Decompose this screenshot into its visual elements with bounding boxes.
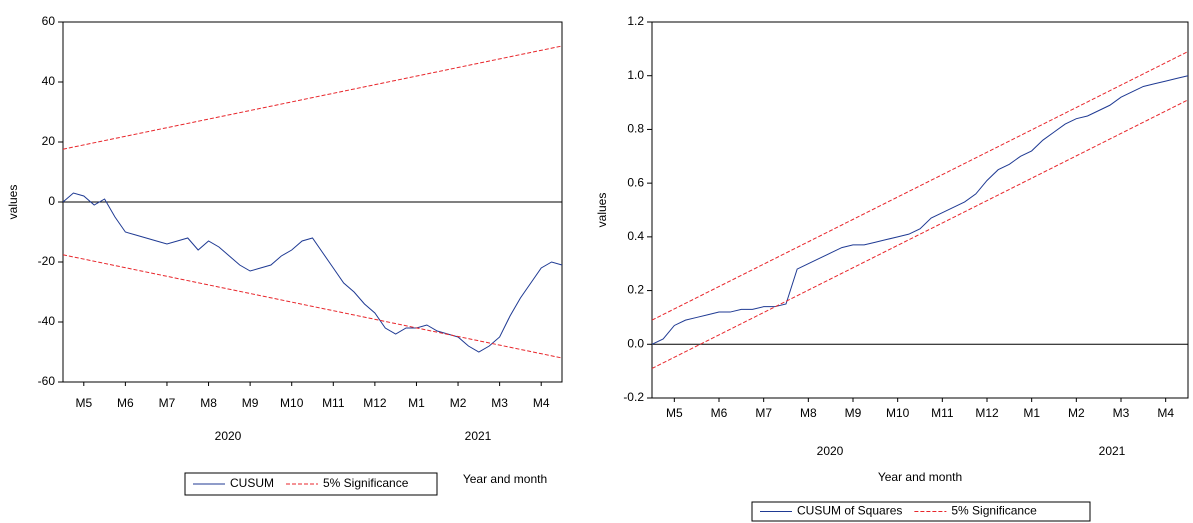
year-label: 2020 — [215, 429, 242, 443]
x-tick-label: M4 — [1157, 406, 1174, 420]
series-line — [651, 99, 1189, 369]
series-line — [62, 45, 563, 150]
plot-frame — [651, 21, 1189, 399]
y-tick-label: 0 — [48, 194, 55, 208]
y-tick-label: 40 — [42, 74, 56, 88]
y-tick-label: -0.2 — [623, 390, 644, 404]
x-tick-label: M3 — [491, 396, 508, 410]
legend-label: CUSUM — [230, 476, 274, 490]
y-tick-label: 1.0 — [627, 68, 644, 82]
y-axis-label: values — [595, 193, 609, 228]
x-tick-label: M10 — [280, 396, 304, 410]
y-tick-label: 0.2 — [627, 283, 644, 297]
x-tick-label: M2 — [450, 396, 467, 410]
x-tick-label: M11 — [322, 396, 345, 410]
x-tick-label: M1 — [1023, 406, 1040, 420]
y-tick-label: 60 — [42, 14, 56, 28]
x-tick-label: M11 — [931, 406, 954, 420]
x-tick-label: M3 — [1113, 406, 1130, 420]
series-line — [62, 192, 563, 353]
x-tick-label: M9 — [845, 406, 862, 420]
y-tick-label: 1.2 — [627, 14, 644, 28]
x-tick-label: M8 — [200, 396, 217, 410]
y-tick-label: 0.6 — [627, 175, 644, 189]
year-label: 2021 — [465, 429, 492, 443]
x-tick-label: M9 — [242, 396, 259, 410]
x-tick-label: M1 — [408, 396, 425, 410]
year-label: 2020 — [817, 444, 844, 458]
y-axis-label: values — [6, 185, 20, 220]
x-tick-label: M2 — [1068, 406, 1085, 420]
y-tick-label: 0.8 — [627, 122, 644, 136]
series-line — [651, 51, 1189, 321]
series-line — [62, 254, 563, 359]
legend-label: CUSUM of Squares — [797, 504, 902, 518]
x-tick-label: M4 — [533, 396, 550, 410]
x-tick-label: M10 — [886, 406, 910, 420]
y-tick-label: 0.4 — [627, 229, 644, 243]
x-tick-label: M7 — [159, 396, 176, 410]
x-tick-label: M5 — [75, 396, 92, 410]
year-label: 2021 — [1099, 444, 1126, 458]
y-tick-label: -20 — [38, 254, 56, 268]
y-tick-label: -60 — [38, 374, 56, 388]
x-tick-label: M6 — [117, 396, 134, 410]
x-tick-label: M6 — [711, 406, 728, 420]
y-tick-label: 0.0 — [627, 336, 644, 350]
x-tick-label: M12 — [363, 396, 387, 410]
legend-label: 5% Significance — [323, 476, 409, 490]
y-tick-label: -40 — [38, 314, 56, 328]
x-axis-label: Year and month — [878, 470, 962, 484]
x-tick-label: M5 — [666, 406, 683, 420]
x-axis-label: Year and month — [463, 472, 547, 486]
y-tick-label: 20 — [42, 134, 56, 148]
x-tick-label: M7 — [755, 406, 772, 420]
legend-label: 5% Significance — [951, 504, 1037, 518]
series-line — [651, 75, 1189, 345]
x-tick-label: M12 — [975, 406, 999, 420]
x-tick-label: M8 — [800, 406, 817, 420]
